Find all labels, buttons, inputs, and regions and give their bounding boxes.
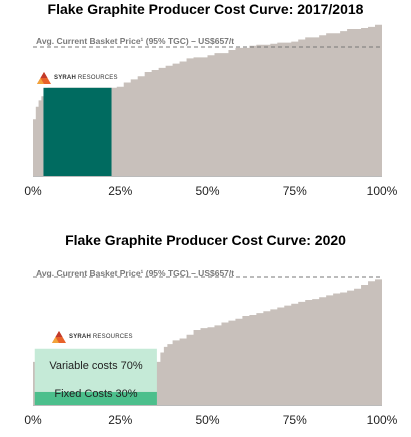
x-tick-label: 0% — [24, 413, 42, 427]
fixed-costs-bar — [34, 391, 157, 405]
chart-title-2017: Flake Graphite Producer Cost Curve: 2017… — [47, 1, 364, 17]
variable-costs-bar — [34, 348, 157, 392]
logo-suffix: RESOURCES — [91, 334, 133, 340]
syrah-highlight-bar — [43, 87, 112, 176]
x-tick-label: 25% — [108, 413, 133, 427]
syrah-triangle-icon — [52, 331, 66, 343]
x-tick-label: 50% — [195, 184, 220, 198]
x-tick-label: 50% — [195, 413, 220, 427]
syrah-logo-2020: SYRAH RESOURCES — [52, 331, 133, 343]
basket-price-label-2017: Avg. Current Basket Price¹ (95% TGC) – U… — [36, 36, 235, 46]
syrah-triangle-icon — [37, 72, 51, 84]
x-tick-label: 100% — [366, 184, 398, 198]
cost-curve-chart-2017 — [33, 24, 382, 177]
x-tick-label: 25% — [108, 184, 133, 198]
chart-title-2020: Flake Graphite Producer Cost Curve: 2020 — [65, 232, 346, 248]
x-tick-label: 0% — [24, 184, 42, 198]
x-tick-label: 100% — [366, 413, 398, 427]
x-tick-label: 75% — [282, 413, 307, 427]
x-tick-label: 75% — [282, 184, 307, 198]
syrah-logo-2017: SYRAH RESOURCES — [37, 72, 118, 84]
variable-costs-label: Variable costs 70% — [49, 360, 143, 372]
fixed-costs-label: Fixed Costs 30% — [54, 388, 138, 400]
logo-suffix: RESOURCES — [76, 75, 118, 81]
basket-price-label-2020: Avg. Current Basket Price¹ (95% TGC) – U… — [36, 268, 235, 278]
logo-brand: SYRAH — [54, 75, 77, 81]
logo-brand: SYRAH — [69, 334, 92, 340]
cost-curve-area — [33, 24, 382, 176]
